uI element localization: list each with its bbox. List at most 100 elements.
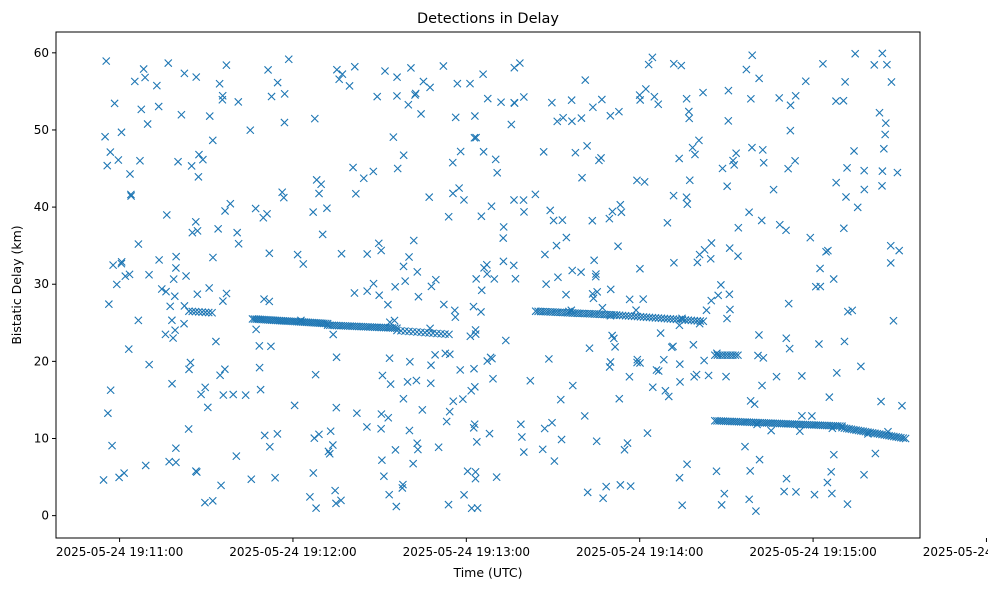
data-point — [656, 329, 665, 338]
data-point — [472, 133, 481, 142]
data-point — [860, 470, 869, 479]
data-point — [675, 154, 684, 163]
data-point — [458, 395, 467, 404]
data-point — [723, 182, 732, 191]
data-point — [191, 307, 200, 316]
y-tick-label: 50 — [34, 123, 49, 137]
data-point — [220, 365, 229, 374]
data-point — [509, 261, 518, 270]
y-axis-ticks: 0 10 20 30 40 50 60 — [34, 46, 56, 523]
data-point — [829, 450, 838, 459]
data-point — [661, 386, 670, 395]
data-point — [263, 209, 272, 218]
data-point — [577, 114, 586, 123]
data-point — [863, 429, 872, 438]
y-tick-label: 20 — [34, 354, 49, 368]
x-tick-label: 2025-05-24 19:14:00 — [576, 545, 703, 559]
data-point — [369, 167, 378, 176]
data-point — [856, 362, 865, 371]
data-point — [769, 185, 778, 194]
data-point — [104, 300, 113, 309]
data-point — [823, 478, 832, 487]
data-point — [562, 233, 571, 242]
data-point — [580, 411, 589, 420]
data-point — [290, 401, 299, 410]
data-point — [487, 354, 496, 363]
data-point — [712, 349, 721, 358]
data-point — [539, 147, 548, 156]
data-point — [359, 174, 368, 183]
data-point — [633, 355, 642, 364]
data-point — [616, 200, 625, 209]
data-point — [611, 342, 620, 351]
data-point — [483, 94, 492, 103]
data-point — [193, 226, 202, 235]
data-point — [707, 239, 716, 248]
data-point — [606, 111, 615, 120]
data-point — [106, 148, 115, 157]
data-point — [491, 155, 500, 164]
data-point — [782, 334, 791, 343]
data-point — [782, 474, 791, 483]
data-point — [101, 132, 110, 141]
data-point — [471, 467, 480, 476]
data-point — [363, 287, 372, 296]
data-point — [707, 296, 716, 305]
data-point — [785, 344, 794, 353]
data-point — [471, 325, 480, 334]
data-point — [901, 434, 910, 443]
data-point — [139, 65, 148, 74]
data-point — [755, 74, 764, 83]
x-tick-label: 2025-05-24 19:16:00 — [923, 545, 988, 559]
data-point — [839, 96, 848, 105]
data-point — [557, 435, 566, 444]
data-point — [843, 500, 852, 509]
data-point — [797, 371, 806, 380]
data-point — [540, 424, 549, 433]
data-point — [606, 358, 615, 367]
data-point — [553, 273, 562, 282]
data-point — [499, 234, 508, 243]
data-point — [200, 498, 209, 507]
data-point — [208, 308, 217, 317]
data-point — [180, 301, 189, 310]
data-point — [806, 233, 815, 242]
data-point — [197, 390, 206, 399]
data-point — [393, 73, 402, 82]
data-point — [141, 73, 150, 82]
data-point — [633, 358, 642, 367]
data-point — [797, 411, 806, 420]
data-point — [310, 434, 319, 443]
data-point — [315, 189, 324, 198]
data-point — [881, 119, 890, 128]
data-point — [472, 437, 481, 446]
data-point — [801, 77, 810, 86]
data-point — [659, 355, 668, 364]
data-point — [134, 316, 143, 325]
data-point — [194, 172, 203, 181]
data-point — [477, 286, 486, 295]
data-point — [850, 146, 859, 155]
data-point — [134, 240, 143, 249]
data-point — [689, 340, 698, 349]
data-point — [614, 242, 623, 251]
data-point — [515, 59, 524, 68]
data-point — [814, 340, 823, 349]
data-point — [599, 494, 608, 503]
data-point — [550, 457, 559, 466]
y-tick-label: 60 — [34, 46, 49, 60]
data-point — [632, 306, 641, 315]
data-point — [221, 206, 230, 215]
data-point — [460, 490, 469, 499]
data-point — [860, 166, 869, 175]
data-point — [753, 351, 762, 360]
data-point — [324, 447, 333, 456]
data-point — [171, 458, 180, 467]
data-point — [110, 99, 119, 108]
data-point — [606, 285, 615, 294]
data-point — [893, 168, 902, 177]
data-point — [615, 394, 624, 403]
data-point — [99, 475, 108, 484]
data-point — [608, 331, 617, 340]
